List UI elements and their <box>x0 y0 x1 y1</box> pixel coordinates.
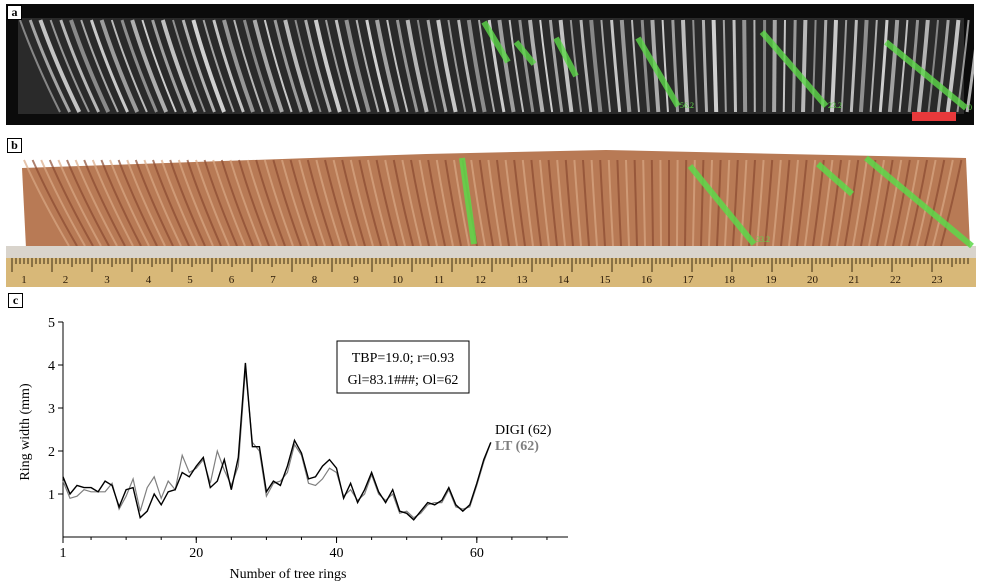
ruler-number: 16 <box>641 274 653 286</box>
wood-measurement-markers: 33.2 <box>459 155 974 249</box>
ruler-number: 8 <box>312 274 318 286</box>
ruler-number: 20 <box>807 274 819 286</box>
y-tick-label: 5 <box>48 316 55 331</box>
marker-line <box>459 157 477 245</box>
marker-line <box>513 40 537 66</box>
marker-line <box>481 20 511 64</box>
ring-width-chart: 1 2 3 4 5 1 20 40 60 TBP=19.0; r=0.93 Gl=83.1###… <box>6 292 606 582</box>
xray-measurement-markers: 56.2 23.2 0 <box>481 20 972 112</box>
ruler-number: 12 <box>475 274 486 286</box>
panel-c-label: c <box>8 293 23 308</box>
series-line-digi <box>62 362 492 521</box>
ruler-number: 21 <box>849 274 860 286</box>
xray-density-image: 56.2 23.2 0 <box>6 4 974 125</box>
stats-annotation-line-1: TBP=19.0; r=0.93 <box>352 351 455 366</box>
x-tick-label: 40 <box>330 546 344 561</box>
x-tick-label: 60 <box>470 546 484 561</box>
scale-bar <box>912 112 956 121</box>
wood-block <box>22 150 970 248</box>
ruler-number: 9 <box>353 274 359 286</box>
xray-ring-bands <box>18 18 974 114</box>
marker-line <box>884 39 968 111</box>
wood-sample-photo: 1 2 3 4 5 6 7 8 9 10 11 12 13 14 15 16 17 18 19 20 21 22 23 33.… <box>6 136 976 287</box>
ruler-number: 13 <box>517 274 529 286</box>
marker-label: 0 <box>968 103 972 112</box>
wood-grain-lines <box>23 159 963 247</box>
x-tick-label: 1 <box>60 546 67 561</box>
marker-label: 23.2 <box>828 101 842 110</box>
y-axis-label: Ring width (mm) <box>18 383 33 481</box>
ruler-number: 15 <box>600 274 612 286</box>
panel-a-label: a <box>7 5 22 20</box>
y-tick-label: 3 <box>48 402 55 417</box>
marker-line <box>759 30 829 108</box>
xray-density-graphic: 56.2 23.2 0 <box>6 4 974 125</box>
stats-annotation-line-2: Gl=83.1###; Ol=62 <box>348 373 459 388</box>
ruler-number: 22 <box>890 274 901 286</box>
y-tick-label: 2 <box>48 445 55 460</box>
ruler-number: 23 <box>932 274 944 286</box>
marker-line <box>687 164 757 246</box>
wood-sample-graphic: 1 2 3 4 5 6 7 8 9 10 11 12 13 14 15 16 17 18 19 20 21 22 2333.… <box>6 150 976 287</box>
marker-line <box>816 161 854 197</box>
marker-label: 56.2 <box>680 101 694 110</box>
ruler: 1 2 3 4 5 6 7 8 9 10 11 12 13 14 15 16 17 18 19 20 21 22 23 <box>6 258 976 287</box>
ruler-number: 3 <box>104 274 110 286</box>
ruler-number: 10 <box>392 274 404 286</box>
ruler-number: 19 <box>766 274 778 286</box>
ruler-number: 7 <box>270 274 276 286</box>
ruler-number: 5 <box>187 274 193 286</box>
ring-width-chart-svg: 1 2 3 4 5 1 20 40 60 TBP=19.0; r=0.93 Gl=83.1###… <box>18 316 568 582</box>
marker-label: 33.2 <box>756 235 770 244</box>
y-tick-label: 1 <box>48 488 55 503</box>
legend-lt: LT (62) <box>495 439 539 454</box>
x-tick-label: 20 <box>189 546 203 561</box>
base-plate <box>6 246 976 258</box>
series-line-lt <box>62 369 492 519</box>
y-tick-label: 4 <box>48 359 55 374</box>
legend-digi: DIGI (62) <box>495 423 552 438</box>
ruler-number: 4 <box>146 274 152 286</box>
ruler-number: 2 <box>63 274 69 286</box>
marker-line <box>553 36 579 78</box>
ruler-number: 11 <box>434 274 445 286</box>
ruler-number: 18 <box>724 274 736 286</box>
ruler-number: 6 <box>229 274 235 286</box>
x-axis-label: Number of tree rings <box>229 567 346 581</box>
marker-line <box>864 155 974 249</box>
stats-annotation-box <box>336 340 470 394</box>
ruler-number: 14 <box>558 274 570 286</box>
marker-line <box>635 36 681 108</box>
ruler-number: 1 <box>21 274 27 286</box>
panel-b-label: b <box>7 138 22 153</box>
ruler-number: 17 <box>683 274 695 286</box>
